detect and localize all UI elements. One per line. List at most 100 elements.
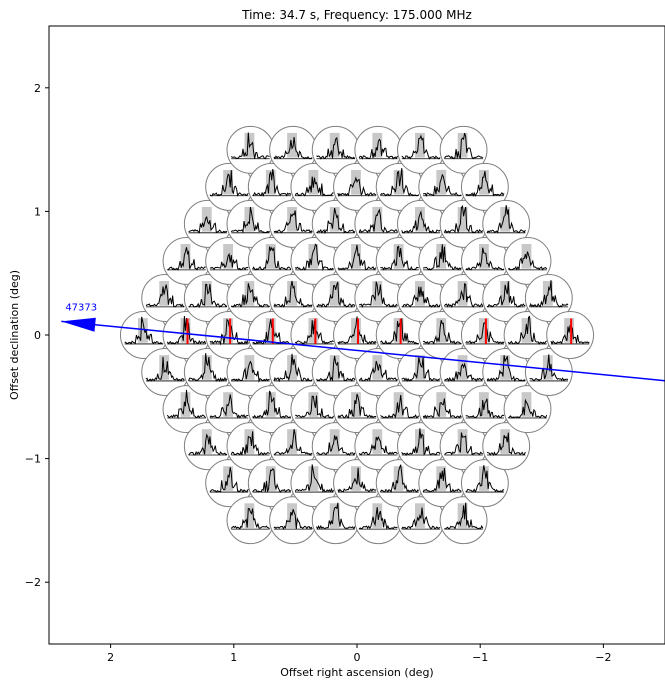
beam [205,162,254,211]
beam [205,236,254,285]
beam [460,162,509,211]
beam [503,236,552,285]
spectrum-trace [231,360,270,383]
beam [205,385,254,434]
frequency-band [478,466,489,491]
beam [524,348,573,397]
frequency-band [329,429,340,454]
spectrum-trace [507,315,547,345]
spectrum-trace [380,245,419,271]
frequency-band [415,206,425,232]
beam [439,125,488,174]
beam [141,348,190,397]
frequency-band [436,318,447,343]
spectrum-trace [273,137,313,160]
beam [524,273,573,322]
spectrum-trace [166,315,207,345]
spectrum-trace [401,134,441,160]
frequency-band [351,392,361,417]
frequency-band [372,503,383,528]
spectrum-trace [486,281,526,308]
x-tick-label: 0 [354,651,361,664]
spectrum-trace [209,252,249,271]
frequency-band [244,355,255,380]
frequency-band [329,503,340,528]
spectrum-trace [337,316,377,345]
frequency-band [351,318,361,343]
x-tick-label: −2 [595,651,611,664]
beam-grid [119,125,595,545]
frequency-band [265,244,276,269]
frequency-band [500,355,511,380]
spectrum-trace [465,398,505,419]
spectrum-trace [508,251,548,271]
spectrum-trace [337,393,377,419]
x-tick-label: 2 [107,651,114,664]
frequency-band [265,318,276,343]
beam [439,422,488,471]
beam [226,496,275,545]
spectrum-trace [294,243,334,272]
spectrum-trace [358,435,398,456]
spectrum-trace [401,507,441,530]
frequency-band [393,318,404,343]
frequency-band [287,503,297,528]
spectrum-trace [273,210,313,234]
beam [354,199,403,248]
beam [375,385,424,434]
frequency-band [478,244,489,269]
spectrum-trace [486,355,526,382]
spectrum-trace [337,244,377,271]
spectrum-trace [444,282,484,308]
beam [141,273,190,322]
beam [269,125,317,174]
spectrum-trace [401,210,441,234]
satellite-label: 47373 [65,302,97,313]
spectrum-trace [230,132,270,160]
spectrum-trace [294,464,335,494]
frequency-band [329,206,340,232]
frequency-band [393,244,404,269]
satellite-track-line [61,320,665,382]
spectrum-trace [401,428,441,456]
beam [439,496,488,545]
frequency-band [372,429,383,454]
spectrum-trace [422,244,462,271]
spectrum-trace [294,176,334,197]
spectrum-trace [444,502,484,530]
beam [418,311,467,359]
spectrum-trace [316,355,356,382]
frequency-band [201,429,212,454]
spectrum-trace [358,208,398,233]
y-axis-label: Offset declination (deg) [8,270,21,400]
spectrum-trace [316,502,356,530]
beam [397,199,445,248]
frequency-band [351,244,361,269]
spectrum-trace [359,281,398,308]
satellite-track-group: 47373 [61,302,665,382]
spectrum-trace [358,138,398,160]
satellite-track-arrowhead [61,317,96,332]
frequency-band [521,318,532,343]
spectrum-trace [252,390,291,419]
beam [397,422,445,471]
spectrum-trace [273,280,313,308]
y-axis: 2 1 0 −1 −2 [25,82,49,589]
spectrum-trace [422,398,462,419]
spectrum-trace [231,283,270,308]
spectrum-trace [252,246,292,271]
beam [333,385,381,434]
spectrum-trace [358,360,398,382]
spectrum-trace [358,507,398,531]
spectrum-trace [295,395,335,419]
frequency-band [500,281,511,306]
x-tick-label: −1 [472,651,488,664]
spectrum-trace [252,319,292,345]
spectrum-trace [401,356,441,382]
beam [375,236,424,285]
y-tick-label: 1 [34,205,41,218]
spectrum-trace [444,432,484,456]
frequency-band [308,169,319,195]
